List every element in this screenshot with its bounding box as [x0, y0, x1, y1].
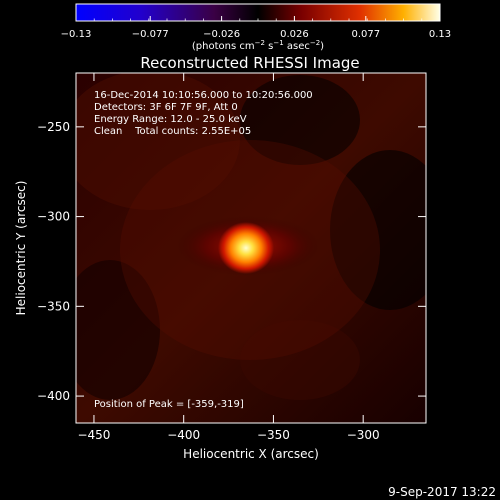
y-tick-label: −300 — [37, 210, 70, 224]
chart-title: Reconstructed RHESSI Image — [140, 54, 359, 72]
y-axis-ticks: −250 −300 −350 −400 — [37, 120, 426, 403]
colorbar-tick-label: −0.13 — [61, 29, 92, 40]
y-axis-label: Heliocentric Y (arcsec) — [14, 181, 28, 316]
heatmap-image — [76, 73, 426, 423]
annotation-detectors: Detectors: 3F 6F 7F 9F, Att 0 — [94, 102, 238, 113]
x-tick-label: −400 — [167, 428, 200, 442]
colorbar-tick-labels: −0.13 −0.077 −0.026 0.026 0.077 0.13 — [61, 29, 451, 40]
y-tick-label: −350 — [37, 299, 70, 313]
colorbar-ticks — [75, 16, 441, 21]
plot-frame — [75, 72, 427, 424]
colorbar-tick-label: 0.026 — [280, 29, 309, 40]
peak-position-label: Position of Peak = [-359,-319] — [94, 399, 244, 410]
x-tick-label: −300 — [347, 428, 380, 442]
annotation-energy-range: Energy Range: 12.0 - 25.0 keV — [94, 114, 247, 125]
footer-date: 9-Sep-2017 13:22 — [388, 485, 496, 499]
y-tick-label: −400 — [37, 389, 70, 403]
x-tick-label: −450 — [77, 428, 110, 442]
colorbar — [75, 3, 441, 22]
y-tick-label: −250 — [37, 120, 70, 134]
colorbar-tick-label: −0.026 — [203, 29, 240, 40]
colorbar-tick-label: −0.077 — [132, 29, 169, 40]
colorbar-unit-label: (photons cm−2 s−1 asec−2) — [192, 39, 324, 52]
annotation-time-range: 16-Dec-2014 10:10:56.000 to 10:20:56.000 — [94, 90, 313, 101]
x-axis-label: Heliocentric X (arcsec) — [183, 447, 319, 461]
colorbar-tick-label: 0.13 — [429, 29, 451, 40]
annotation-clean-counts: Clean Total counts: 2.55E+05 — [94, 126, 251, 137]
colorbar-tick-label: 0.077 — [351, 29, 380, 40]
x-tick-label: −350 — [257, 428, 290, 442]
peak-source — [218, 222, 274, 274]
x-axis-ticks: −450 −400 −350 −300 — [77, 73, 380, 442]
